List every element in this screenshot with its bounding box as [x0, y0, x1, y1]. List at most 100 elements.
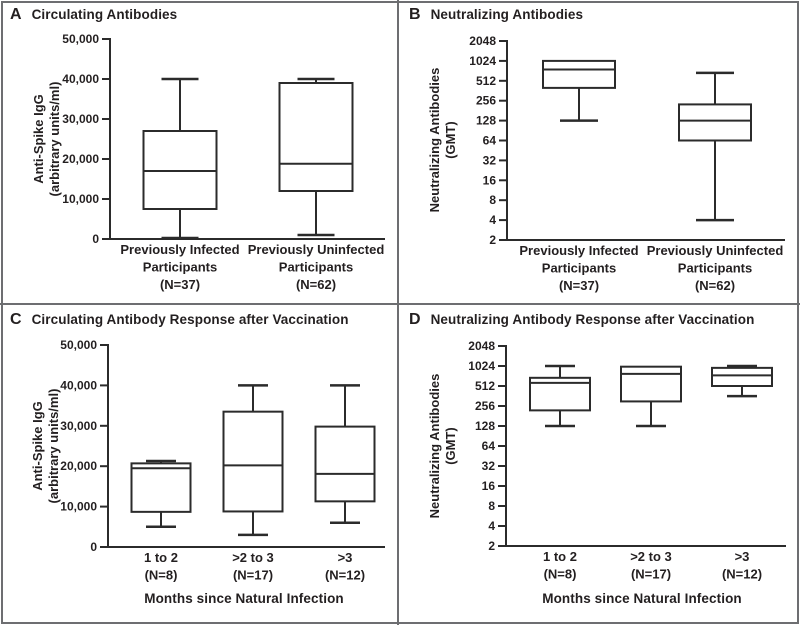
category-label: Previously Infected: [519, 243, 638, 258]
category-label: (N=37): [559, 278, 599, 293]
panel-b-title-text: Neutralizing Antibodies: [430, 7, 584, 22]
panel-b: 2048 1024 512 256 128 64 32 16 8 4 2 Previously Inf…: [399, 0, 800, 305]
panel-d: 2048 1024 512 256 128 64 32 16 8 4 2 1 to 2 (N=8) >2 …: [399, 305, 800, 625]
y-axis-label-line: Anti-Spike IgG: [30, 401, 45, 491]
category-label: (N=62): [296, 277, 336, 292]
category-label: Previously Infected: [120, 242, 239, 257]
panel-b-letter: B: [409, 6, 421, 23]
box-iqr: [278, 82, 354, 192]
y-tick-label: 64: [483, 134, 497, 148]
y-tick-label: 1024: [468, 359, 495, 373]
y-tick-label: 4: [489, 213, 496, 227]
category-label: Participants: [678, 261, 752, 276]
category-label: >2 to 3: [630, 549, 672, 564]
category-label: Participants: [143, 260, 217, 275]
box-iqr: [620, 365, 682, 403]
box-iqr: [130, 462, 192, 513]
boxplot-canvas-b: 2048 1024 512 256 128 64 32 16 8 4 2 Previously Inf…: [469, 34, 785, 293]
y-tick-label: 1024: [469, 54, 496, 68]
y-tick-label: 8: [488, 499, 495, 513]
y-tick-label: 20,000: [60, 459, 97, 473]
y-tick-label: 0: [92, 232, 99, 246]
category-label: 1 to 2: [543, 549, 577, 564]
y-tick-label: 8: [489, 193, 496, 207]
y-tick-label: 10,000: [62, 192, 99, 206]
panel-c-y-axis-label: Anti-Spike IgG (arbitrary units/ml): [30, 346, 62, 546]
box-iqr: [314, 425, 376, 503]
category-label: >2 to 3: [232, 550, 274, 565]
y-tick-label: 4: [488, 519, 495, 533]
y-tick-label: 16: [482, 479, 496, 493]
y-tick-label: 2048: [469, 34, 496, 48]
y-tick-label: 512: [475, 379, 495, 393]
category-label: Participants: [279, 260, 353, 275]
box-iqr: [222, 410, 284, 513]
panel-a-letter: A: [10, 6, 22, 23]
panel-d-y-axis-label: Neutralizing Antibodies (GMT): [427, 346, 459, 546]
y-tick-label: 512: [476, 74, 496, 88]
category-label: 1 to 2: [144, 550, 178, 565]
category-label: Previously Uninfected: [647, 243, 784, 258]
box-iqr: [711, 366, 773, 387]
boxplot-canvas-a: 0 10,000 20,000 30,000 40,000 50,000 Previousl…: [62, 32, 385, 292]
panel-c-letter: C: [10, 311, 22, 328]
y-axis-label-line: (arbitrary units/ml): [47, 81, 62, 197]
y-tick-label: 2: [489, 233, 496, 247]
y-tick-label: 16: [483, 173, 497, 187]
y-tick-label: 32: [482, 459, 496, 473]
y-tick-label: 40,000: [60, 378, 97, 392]
category-label: (N=37): [160, 277, 200, 292]
y-tick-label: 30,000: [62, 112, 99, 126]
panel-c-x-axis-label: Months since Natural Infection: [144, 591, 344, 606]
panel-a-header: A Circulating Antibodies: [10, 6, 177, 24]
y-tick-label: 10,000: [60, 500, 97, 514]
category-label: >3: [735, 549, 750, 564]
y-tick-label: 32: [483, 153, 497, 167]
y-tick-label: 0: [90, 540, 97, 554]
y-tick-label: 128: [475, 419, 495, 433]
y-axis-label-line: (GMT): [443, 121, 458, 159]
y-tick-label: 20,000: [62, 152, 99, 166]
y-axis-label-line: Neutralizing Antibodies: [427, 373, 442, 519]
y-tick-label: 2048: [468, 339, 495, 353]
panel-d-header: D Neutralizing Antibody Response after V…: [409, 311, 754, 329]
y-axis-label-line: Neutralizing Antibodies: [427, 67, 442, 213]
panel-c-title-text: Circulating Antibody Response after Vacc…: [31, 312, 349, 327]
y-tick-label: 50,000: [62, 32, 99, 46]
box-iqr: [678, 103, 752, 142]
panel-d-title-text: Neutralizing Antibody Response after Vac…: [430, 312, 755, 327]
y-tick-label: 30,000: [60, 419, 97, 433]
boxplot-canvas-d: 2048 1024 512 256 128 64 32 16 8 4 2 1 to 2 (N=8) >2 …: [468, 339, 786, 582]
panel-b-header: B Neutralizing Antibodies: [409, 6, 583, 24]
panel-a: 0 10,000 20,000 30,000 40,000 50,000 Previousl…: [0, 0, 399, 305]
category-label: (N=8): [145, 568, 178, 583]
panel-c: 0 10,000 20,000 30,000 40,000 50,000 1 to 2 (N=…: [0, 305, 399, 625]
category-label: (N=62): [695, 278, 735, 293]
category-label: Previously Uninfected: [248, 242, 385, 257]
panel-d-x-axis-label: Months since Natural Infection: [542, 591, 742, 606]
category-label: Participants: [542, 261, 616, 276]
y-tick-label: 2: [488, 539, 495, 553]
y-tick-label: 128: [476, 114, 496, 128]
box-iqr: [542, 59, 616, 89]
category-label: (N=17): [233, 568, 273, 583]
y-tick-label: 40,000: [62, 72, 99, 86]
y-tick-label: 50,000: [60, 338, 97, 352]
y-axis-label-line: Anti-Spike IgG: [31, 94, 46, 184]
y-tick-label: 64: [482, 439, 496, 453]
panel-d-letter: D: [409, 311, 421, 328]
y-tick-label: 256: [476, 94, 496, 108]
category-label: (N=8): [544, 567, 577, 582]
y-tick-label: 256: [475, 399, 495, 413]
panel-a-y-axis-label: Anti-Spike IgG (arbitrary units/ml): [31, 39, 63, 239]
panel-a-title-text: Circulating Antibodies: [31, 7, 178, 22]
category-label: (N=12): [722, 567, 762, 582]
panel-b-y-axis-label: Neutralizing Antibodies (GMT): [427, 40, 459, 240]
category-label: (N=17): [631, 567, 671, 582]
y-axis-label-line: (GMT): [443, 427, 458, 465]
boxplot-canvas-c: 0 10,000 20,000 30,000 40,000 50,000 1 to 2 (N=…: [60, 338, 385, 583]
category-label: >3: [338, 550, 353, 565]
category-label: (N=12): [325, 568, 365, 583]
